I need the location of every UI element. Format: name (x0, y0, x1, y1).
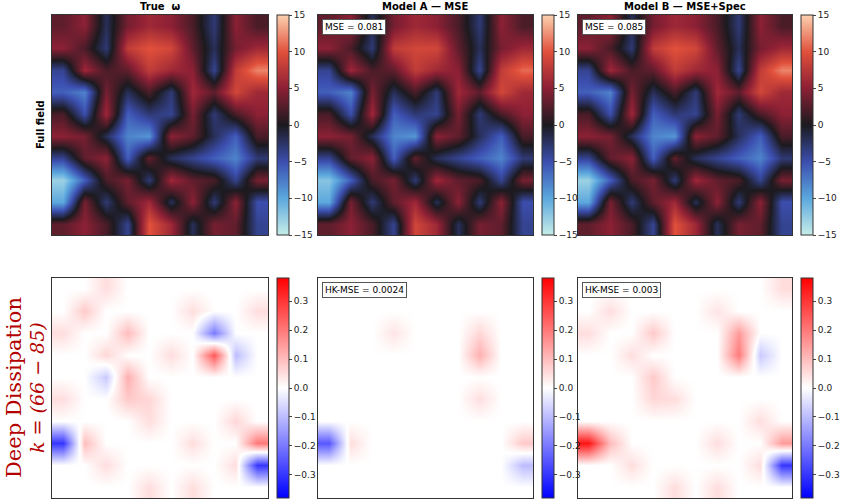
svg-text:5: 5 (559, 83, 565, 93)
svg-text:True ω: True ω (140, 1, 181, 12)
svg-text:HK-MSE = 0.0024: HK-MSE = 0.0024 (325, 285, 404, 295)
svg-text:Model B — MSE+Spec: Model B — MSE+Spec (624, 1, 746, 12)
svg-text:Model A — MSE: Model A — MSE (382, 1, 469, 12)
svg-text:0.0: 0.0 (294, 383, 309, 393)
svg-text:−0.1: −0.1 (559, 412, 581, 422)
svg-text:−15: −15 (294, 230, 313, 240)
svg-text:−15: −15 (559, 230, 578, 240)
svg-text:0.3: 0.3 (294, 296, 308, 306)
svg-text:0.2: 0.2 (818, 325, 832, 335)
svg-text:−5: −5 (294, 157, 307, 167)
svg-text:MSE = 0.085: MSE = 0.085 (585, 22, 643, 32)
svg-text:−10: −10 (818, 193, 837, 203)
svg-text:HK-MSE = 0.003: HK-MSE = 0.003 (585, 285, 658, 295)
svg-text:0.0: 0.0 (559, 383, 574, 393)
svg-text:k = (66 − 85): k = (66 − 85) (26, 322, 48, 453)
svg-text:−0.2: −0.2 (294, 441, 316, 451)
svg-text:0.2: 0.2 (559, 325, 573, 335)
svg-text:−10: −10 (294, 193, 313, 203)
svg-text:Full field: Full field (35, 100, 46, 149)
svg-text:10: 10 (559, 47, 571, 57)
svg-text:0: 0 (818, 120, 824, 130)
svg-text:10: 10 (818, 47, 830, 57)
svg-text:−10: −10 (559, 193, 578, 203)
svg-text:−0.3: −0.3 (294, 470, 316, 480)
svg-text:−5: −5 (559, 157, 572, 167)
svg-text:−0.2: −0.2 (818, 441, 840, 451)
svg-text:−5: −5 (818, 157, 831, 167)
svg-text:Deep Dissipation: Deep Dissipation (2, 297, 26, 478)
svg-text:15: 15 (294, 10, 305, 20)
svg-text:−0.3: −0.3 (818, 470, 840, 480)
svg-text:0.0: 0.0 (818, 383, 833, 393)
svg-text:5: 5 (818, 83, 824, 93)
svg-text:0.3: 0.3 (818, 296, 832, 306)
svg-text:0.3: 0.3 (559, 296, 573, 306)
svg-text:−0.1: −0.1 (294, 412, 316, 422)
svg-text:15: 15 (818, 10, 829, 20)
svg-text:0: 0 (559, 120, 565, 130)
svg-text:0.1: 0.1 (818, 354, 832, 364)
svg-text:−0.3: −0.3 (559, 470, 581, 480)
svg-text:10: 10 (294, 47, 306, 57)
svg-text:0.1: 0.1 (294, 354, 308, 364)
svg-text:−0.1: −0.1 (818, 412, 840, 422)
svg-text:15: 15 (559, 10, 570, 20)
svg-text:MSE = 0.081: MSE = 0.081 (325, 22, 383, 32)
svg-text:0.2: 0.2 (294, 325, 308, 335)
svg-text:0.1: 0.1 (559, 354, 573, 364)
svg-text:5: 5 (294, 83, 300, 93)
svg-text:−0.2: −0.2 (559, 441, 581, 451)
svg-text:0: 0 (294, 120, 300, 130)
svg-text:−15: −15 (818, 230, 837, 240)
